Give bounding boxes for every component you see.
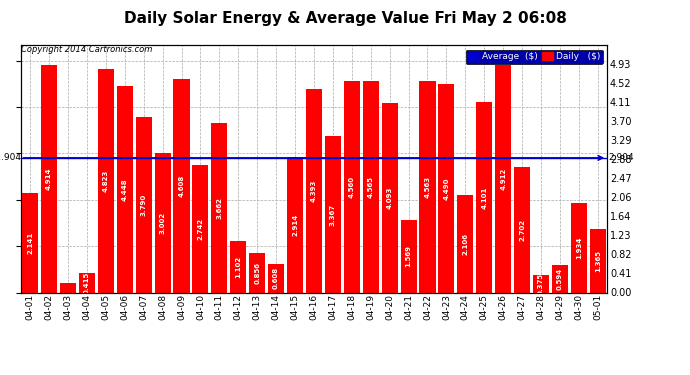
Text: 2.904: 2.904 (609, 153, 634, 162)
Text: 0.608: 0.608 (273, 267, 279, 290)
Bar (552, 265, 568, 292)
Bar (60, 283, 76, 292)
Text: 1.569: 1.569 (406, 245, 411, 267)
Bar (457, 195, 473, 292)
Bar (514, 167, 530, 292)
Bar (230, 242, 246, 292)
Text: 0.415: 0.415 (84, 272, 90, 294)
Text: 4.912: 4.912 (500, 168, 506, 190)
Text: 2.141: 2.141 (27, 232, 33, 254)
Bar (590, 229, 606, 292)
Bar (400, 220, 417, 292)
Text: 4.565: 4.565 (368, 176, 374, 198)
Bar (533, 275, 549, 292)
Text: 0.594: 0.594 (557, 268, 563, 290)
Bar (344, 81, 359, 292)
Text: 3.367: 3.367 (330, 203, 336, 225)
Bar (287, 158, 303, 292)
Text: 3.662: 3.662 (217, 197, 222, 219)
Text: 3.002: 3.002 (159, 212, 166, 234)
Text: 4.093: 4.093 (386, 186, 393, 209)
Bar (211, 123, 228, 292)
Bar (249, 253, 265, 292)
Text: 1.102: 1.102 (235, 256, 242, 278)
Text: 4.101: 4.101 (481, 186, 487, 209)
Bar (571, 203, 587, 292)
Text: 4.490: 4.490 (444, 177, 449, 200)
Bar (306, 89, 322, 292)
Text: 4.608: 4.608 (179, 175, 184, 197)
Bar (193, 165, 208, 292)
Bar (117, 86, 132, 292)
Text: 4.563: 4.563 (424, 176, 431, 198)
Bar (438, 84, 455, 292)
Text: 2.702: 2.702 (519, 219, 525, 241)
Text: ← 2.904: ← 2.904 (0, 153, 21, 162)
Text: 4.448: 4.448 (121, 178, 128, 201)
Bar (325, 136, 341, 292)
Text: 2.106: 2.106 (462, 233, 469, 255)
Bar (476, 102, 492, 292)
Bar (420, 81, 435, 292)
Bar (136, 117, 152, 292)
Bar (98, 69, 114, 292)
Text: 4.560: 4.560 (348, 176, 355, 198)
Bar (382, 103, 397, 292)
Bar (155, 153, 170, 292)
Bar (268, 264, 284, 292)
Text: 4.914: 4.914 (46, 167, 52, 190)
Bar (79, 273, 95, 292)
Legend: Average  ($), Daily   ($): Average ($), Daily ($) (466, 50, 602, 64)
Text: 4.823: 4.823 (103, 170, 109, 192)
Text: 2.742: 2.742 (197, 218, 204, 240)
Text: 1.365: 1.365 (595, 250, 601, 272)
Text: 4.393: 4.393 (311, 180, 317, 202)
Text: Daily Solar Energy & Average Value Fri May 2 06:08: Daily Solar Energy & Average Value Fri M… (124, 11, 566, 26)
Bar (41, 65, 57, 292)
Bar (363, 81, 379, 292)
Text: Copyright 2014 Cartronics.com: Copyright 2014 Cartronics.com (21, 45, 152, 54)
Bar (173, 79, 190, 292)
Bar (22, 193, 38, 292)
Text: 1.934: 1.934 (576, 237, 582, 259)
Text: 3.790: 3.790 (141, 194, 147, 216)
Text: 2.914: 2.914 (292, 214, 298, 236)
Text: 0.375: 0.375 (538, 273, 544, 295)
Text: 0.856: 0.856 (254, 262, 260, 284)
Bar (495, 65, 511, 292)
